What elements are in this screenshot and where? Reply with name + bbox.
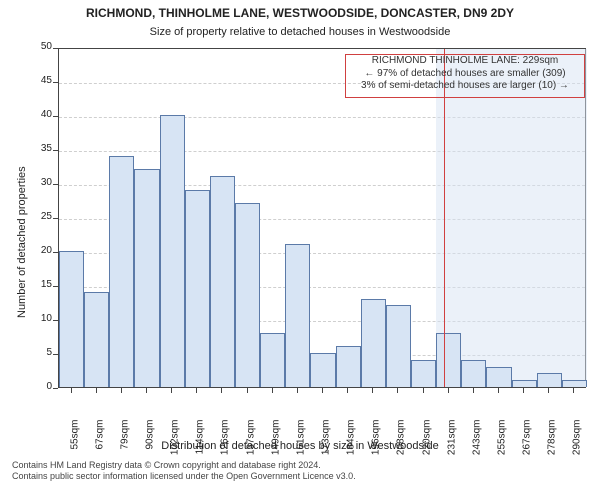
histogram-bar: [260, 333, 285, 387]
y-tick-mark: [53, 150, 58, 151]
x-tick-mark: [297, 388, 298, 393]
marker-line: [444, 49, 445, 387]
histogram-bar: [436, 333, 461, 387]
plot-area: RICHMOND THINHOLME LANE: 229sqm← 97% of …: [58, 48, 586, 388]
y-tick-label: 0: [22, 381, 52, 392]
y-tick-mark: [53, 48, 58, 49]
x-tick-mark: [573, 388, 574, 393]
y-tick-mark: [53, 286, 58, 287]
y-tick-mark: [53, 184, 58, 185]
y-tick-mark: [53, 82, 58, 83]
x-tick-label: 161sqm: [295, 420, 306, 470]
x-tick-mark: [423, 388, 424, 393]
y-tick-mark: [53, 320, 58, 321]
x-tick-label: 126sqm: [220, 420, 231, 470]
x-tick-mark: [171, 388, 172, 393]
histogram-bar: [160, 115, 185, 387]
histogram-bar: [562, 380, 587, 387]
x-tick-label: 67sqm: [94, 420, 105, 470]
x-tick-mark: [347, 388, 348, 393]
x-tick-label: 267sqm: [522, 420, 533, 470]
x-tick-mark: [121, 388, 122, 393]
x-tick-label: 220sqm: [421, 420, 432, 470]
histogram-bar: [386, 305, 411, 387]
histogram-bar: [336, 346, 361, 387]
histogram-bar: [411, 360, 436, 387]
x-tick-label: 90sqm: [145, 420, 156, 470]
credit-line-2: Contains public sector information licen…: [12, 471, 356, 482]
x-tick-mark: [96, 388, 97, 393]
y-tick-mark: [53, 218, 58, 219]
histogram-bar: [109, 156, 134, 387]
y-tick-label: 30: [22, 177, 52, 188]
x-tick-label: 102sqm: [170, 420, 181, 470]
histogram-bar: [235, 203, 260, 387]
x-tick-mark: [498, 388, 499, 393]
y-axis-label: Number of detached properties: [16, 166, 28, 318]
x-tick-mark: [372, 388, 373, 393]
x-tick-mark: [322, 388, 323, 393]
x-tick-label: 290sqm: [572, 420, 583, 470]
x-tick-label: 184sqm: [346, 420, 357, 470]
x-tick-mark: [71, 388, 72, 393]
y-tick-mark: [53, 354, 58, 355]
x-tick-mark: [473, 388, 474, 393]
histogram-bar: [185, 190, 210, 387]
x-tick-label: 243sqm: [471, 420, 482, 470]
y-tick-label: 25: [22, 211, 52, 222]
x-tick-label: 137sqm: [245, 420, 256, 470]
x-tick-label: 173sqm: [321, 420, 332, 470]
x-tick-mark: [146, 388, 147, 393]
x-tick-label: 278sqm: [547, 420, 558, 470]
x-tick-mark: [548, 388, 549, 393]
x-tick-mark: [272, 388, 273, 393]
y-tick-label: 10: [22, 313, 52, 324]
x-tick-label: 149sqm: [270, 420, 281, 470]
annotation-line: RICHMOND THINHOLME LANE: 229sqm: [346, 55, 584, 68]
y-tick-label: 20: [22, 245, 52, 256]
x-tick-label: 79sqm: [119, 420, 130, 470]
annotation-line: 3% of semi-detached houses are larger (1…: [346, 80, 584, 93]
histogram-bar: [285, 244, 310, 387]
histogram-bar: [59, 251, 84, 387]
x-tick-mark: [397, 388, 398, 393]
x-tick-label: 55sqm: [69, 420, 80, 470]
x-tick-mark: [448, 388, 449, 393]
histogram-bar: [310, 353, 335, 387]
histogram-bar: [461, 360, 486, 387]
y-tick-label: 15: [22, 279, 52, 290]
x-tick-mark: [196, 388, 197, 393]
y-tick-mark: [53, 116, 58, 117]
histogram-bar: [361, 299, 386, 387]
x-tick-mark: [247, 388, 248, 393]
histogram-bar: [134, 169, 159, 387]
annotation-box: RICHMOND THINHOLME LANE: 229sqm← 97% of …: [345, 54, 585, 98]
y-tick-mark: [53, 388, 58, 389]
x-tick-mark: [523, 388, 524, 393]
y-tick-label: 40: [22, 109, 52, 120]
x-tick-label: 114sqm: [195, 420, 206, 470]
x-tick-label: 255sqm: [497, 420, 508, 470]
x-tick-label: 231sqm: [446, 420, 457, 470]
y-tick-label: 45: [22, 75, 52, 86]
histogram-bar: [537, 373, 562, 387]
y-tick-label: 50: [22, 41, 52, 52]
x-tick-label: 208sqm: [396, 420, 407, 470]
y-tick-label: 35: [22, 143, 52, 154]
histogram-bar: [512, 380, 537, 387]
y-tick-mark: [53, 252, 58, 253]
chart-title: RICHMOND, THINHOLME LANE, WESTWOODSIDE, …: [0, 6, 600, 20]
histogram-bar: [486, 367, 511, 387]
chart-subtitle: Size of property relative to detached ho…: [0, 26, 600, 38]
x-tick-label: 196sqm: [371, 420, 382, 470]
histogram-bar: [84, 292, 109, 387]
y-tick-label: 5: [22, 347, 52, 358]
annotation-line: ← 97% of detached houses are smaller (30…: [346, 68, 584, 81]
histogram-bar: [210, 176, 235, 387]
x-tick-mark: [221, 388, 222, 393]
chart-root: RICHMOND, THINHOLME LANE, WESTWOODSIDE, …: [0, 0, 600, 500]
